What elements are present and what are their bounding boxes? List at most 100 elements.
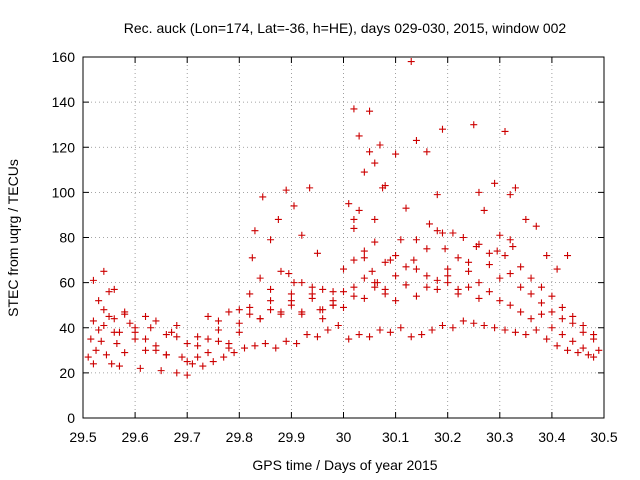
data-point — [282, 337, 290, 345]
data-point — [501, 252, 509, 260]
data-point — [392, 150, 400, 158]
data-point — [277, 308, 285, 316]
data-point — [360, 168, 368, 176]
data-point — [564, 346, 572, 354]
data-point — [188, 360, 196, 368]
data-point — [360, 254, 368, 262]
data-point — [334, 321, 342, 329]
data-point — [423, 148, 431, 156]
data-point — [345, 200, 353, 208]
data-point — [105, 312, 113, 320]
data-point — [522, 215, 530, 223]
data-point — [381, 258, 389, 266]
data-point — [246, 290, 254, 298]
data-point — [360, 294, 368, 302]
data-point — [412, 292, 420, 300]
data-point — [410, 256, 418, 264]
data-point — [194, 342, 202, 350]
data-point — [517, 308, 525, 316]
data-point — [480, 206, 488, 214]
data-point — [282, 186, 290, 194]
data-point — [371, 238, 379, 246]
data-point — [485, 249, 493, 257]
data-point — [433, 191, 441, 199]
data-point — [569, 312, 577, 320]
data-point — [121, 349, 129, 357]
data-point — [152, 317, 160, 325]
data-point — [392, 252, 400, 260]
data-point — [183, 371, 191, 379]
data-point — [214, 317, 222, 325]
data-point — [584, 351, 592, 359]
data-point — [501, 127, 509, 135]
data-point — [293, 340, 301, 348]
data-point — [329, 288, 337, 296]
chart-title: Rec. auck (Lon=174, Lat=-36, h=HE), days… — [124, 20, 567, 36]
data-point — [261, 340, 269, 348]
data-point — [527, 274, 535, 282]
data-point — [194, 353, 202, 361]
data-point — [423, 272, 431, 280]
data-point — [595, 346, 603, 354]
data-point — [110, 315, 118, 323]
data-point — [204, 312, 212, 320]
data-point — [290, 279, 298, 287]
data-point — [246, 303, 254, 311]
data-point — [350, 256, 358, 264]
data-point — [95, 326, 103, 334]
data-point — [371, 159, 379, 167]
data-point — [501, 326, 509, 334]
x-tick-label: 30.5 — [590, 429, 617, 445]
data-point — [194, 333, 202, 341]
data-point — [475, 294, 483, 302]
data-point — [355, 132, 363, 140]
data-point — [131, 328, 139, 336]
data-point — [241, 344, 249, 352]
data-point — [511, 184, 519, 192]
data-point — [407, 333, 415, 341]
axis-ticks — [82, 56, 605, 419]
data-point — [152, 346, 160, 354]
data-point — [230, 349, 238, 357]
data-point — [324, 326, 332, 334]
data-point — [373, 279, 381, 287]
data-point — [89, 317, 97, 325]
data-point — [345, 335, 353, 343]
data-point — [115, 328, 123, 336]
data-point — [402, 204, 410, 212]
data-point — [95, 297, 103, 305]
data-point — [142, 312, 150, 320]
data-point — [444, 272, 452, 280]
data-point — [360, 274, 368, 282]
data-point — [381, 285, 389, 293]
data-point — [376, 141, 384, 149]
data-point — [100, 267, 108, 275]
x-tick-label: 30 — [336, 429, 352, 445]
data-point — [340, 303, 347, 311]
y-tick-label: 20 — [59, 365, 75, 381]
data-point — [303, 331, 311, 339]
data-point — [475, 279, 483, 287]
data-point — [340, 265, 347, 273]
data-point — [438, 125, 446, 133]
data-point — [267, 306, 275, 314]
data-point — [355, 331, 363, 339]
data-point — [204, 349, 212, 357]
data-points — [84, 58, 603, 379]
data-point — [183, 358, 191, 366]
grid — [83, 57, 604, 418]
data-point — [590, 331, 598, 339]
data-point — [350, 215, 358, 223]
data-point — [87, 335, 95, 343]
data-point — [360, 247, 368, 255]
data-point — [340, 288, 347, 296]
data-point — [173, 333, 181, 341]
data-point — [272, 344, 280, 352]
data-point — [209, 358, 217, 366]
data-point — [162, 351, 170, 359]
data-point — [579, 321, 587, 329]
data-point — [558, 303, 566, 311]
data-point — [350, 283, 358, 291]
data-point — [548, 324, 556, 332]
